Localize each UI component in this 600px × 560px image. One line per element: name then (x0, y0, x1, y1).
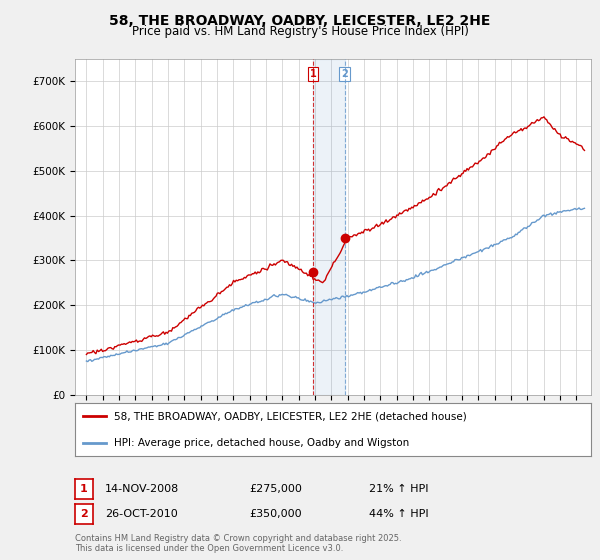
Text: 2: 2 (341, 69, 348, 79)
Text: £275,000: £275,000 (249, 484, 302, 494)
Text: 21% ↑ HPI: 21% ↑ HPI (369, 484, 428, 494)
Text: 44% ↑ HPI: 44% ↑ HPI (369, 509, 428, 519)
Text: 14-NOV-2008: 14-NOV-2008 (105, 484, 179, 494)
Text: £350,000: £350,000 (249, 509, 302, 519)
Text: Price paid vs. HM Land Registry's House Price Index (HPI): Price paid vs. HM Land Registry's House … (131, 25, 469, 38)
Text: 1: 1 (310, 69, 316, 79)
Text: 2: 2 (80, 509, 88, 519)
Text: HPI: Average price, detached house, Oadby and Wigston: HPI: Average price, detached house, Oadb… (114, 438, 409, 448)
Bar (313, 59, 345, 395)
Text: 58, THE BROADWAY, OADBY, LEICESTER, LE2 2HE (detached house): 58, THE BROADWAY, OADBY, LEICESTER, LE2 … (114, 412, 466, 422)
Text: 26-OCT-2010: 26-OCT-2010 (105, 509, 178, 519)
Text: 1: 1 (80, 484, 88, 494)
Text: 58, THE BROADWAY, OADBY, LEICESTER, LE2 2HE: 58, THE BROADWAY, OADBY, LEICESTER, LE2 … (109, 14, 491, 28)
Text: Contains HM Land Registry data © Crown copyright and database right 2025.
This d: Contains HM Land Registry data © Crown c… (75, 534, 401, 553)
